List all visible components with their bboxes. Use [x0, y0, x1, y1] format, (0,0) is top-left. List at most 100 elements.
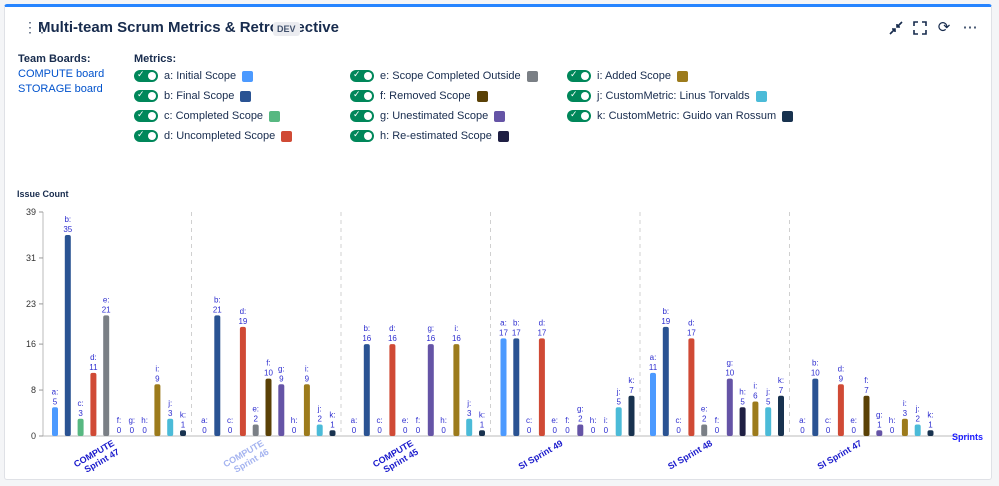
bar-value-label: 5: [53, 397, 58, 406]
bar: [180, 430, 186, 436]
fullscreen-icon[interactable]: [911, 19, 929, 37]
bar-value-label: 16: [426, 334, 435, 343]
metric-item: a: Initial Scope: [134, 68, 254, 84]
y-tick-label: 16: [26, 339, 36, 349]
bar-value-label: 9: [305, 374, 310, 383]
metric-color-swatch: [281, 130, 293, 142]
x-tick-label-line1: SI Sprint 47: [816, 438, 864, 471]
metric-color-swatch: [677, 70, 689, 82]
collapse-icon[interactable]: [887, 19, 905, 37]
panel-title: Multi-team Scrum Metrics & Retrospective: [38, 19, 339, 36]
bar-series-label: j:: [317, 405, 322, 414]
y-tick-label: 0: [31, 431, 36, 441]
bar-series-label: i:: [454, 324, 458, 333]
metric-toggle[interactable]: [134, 89, 158, 102]
bar-series-label: b:: [363, 324, 370, 333]
bar-value-label: 3: [903, 409, 908, 418]
bar-value-label: 2: [317, 415, 322, 424]
bar-value-label: 0: [890, 426, 895, 435]
bar-series-label: a:: [52, 387, 59, 396]
team-board-link-storage[interactable]: STORAGE board: [18, 83, 103, 95]
bar-value-label: 0: [591, 426, 596, 435]
bar: [863, 395, 870, 436]
bar-value-label: 10: [811, 369, 820, 378]
x-tick-label-line1: SI Sprint 49: [517, 438, 565, 471]
bar-value-label: 16: [388, 334, 397, 343]
bar: [103, 315, 110, 436]
bar-value-label: 0: [202, 426, 207, 435]
bar-series-label: h:: [141, 416, 148, 425]
bar-value-label: 3: [168, 409, 173, 418]
bar-value-label: 10: [264, 369, 273, 378]
bar-value-label: 1: [330, 420, 335, 429]
metric-color-swatch: [240, 90, 252, 102]
bar: [427, 344, 434, 436]
bar-series-label: g:: [577, 405, 584, 414]
y-tick-label: 31: [26, 253, 36, 263]
bar-value-label: 21: [102, 305, 111, 314]
metric-toggle[interactable]: [134, 109, 158, 122]
bar-series-label: h:: [889, 416, 896, 425]
bar-value-label: 0: [604, 426, 609, 435]
metric-toggle[interactable]: [350, 69, 374, 82]
metric-color-swatch: [497, 130, 509, 142]
bar-series-label: d:: [389, 324, 396, 333]
team-board-link-compute[interactable]: COMPUTE board: [18, 68, 105, 80]
bar-value-label: 0: [441, 426, 446, 435]
bar-value-label: 0: [800, 426, 805, 435]
bar-value-label: 7: [779, 386, 784, 395]
bar: [914, 424, 921, 436]
x-tick-label: SI Sprint 49: [517, 438, 565, 471]
bar-value-label: 0: [715, 426, 720, 435]
bar: [453, 344, 460, 436]
bar-value-label: 0: [130, 426, 135, 435]
metric-label: c: Completed Scope: [164, 110, 264, 122]
bar: [876, 430, 883, 436]
metric-toggle[interactable]: [350, 109, 374, 122]
metric-item: f: Removed Scope: [350, 88, 488, 104]
bar-series-label: j:: [466, 399, 471, 408]
bar: [167, 418, 174, 436]
bar-value-label: 0: [352, 426, 357, 435]
metric-toggle[interactable]: [567, 109, 591, 122]
bar-value-label: 17: [687, 328, 696, 337]
metric-toggle[interactable]: [134, 69, 158, 82]
bar-value-label: 7: [864, 386, 869, 395]
bar-series-label: d:: [688, 318, 695, 327]
bar: [662, 326, 669, 436]
bar-value-label: 0: [403, 426, 408, 435]
bar-series-label: c:: [526, 416, 532, 425]
bar-series-label: k:: [329, 410, 335, 419]
bar-value-label: 19: [238, 317, 247, 326]
bar-series-label: i:: [903, 399, 907, 408]
metric-toggle[interactable]: [134, 129, 158, 142]
bar-series-label: e:: [252, 405, 259, 414]
bar: [688, 338, 695, 436]
metric-item: j: CustomMetric: Linus Torvalds: [567, 88, 767, 104]
bar-value-label: 0: [117, 426, 122, 435]
metric-toggle[interactable]: [567, 69, 591, 82]
drag-handle-icon[interactable]: ⋮⋮: [23, 19, 49, 35]
bar: [316, 424, 323, 436]
bar-value-label: 21: [213, 305, 222, 314]
refresh-icon[interactable]: ⟳: [937, 19, 951, 36]
bar-value-label: 0: [826, 426, 831, 435]
metric-toggle[interactable]: [350, 89, 374, 102]
metric-toggle[interactable]: [567, 89, 591, 102]
metric-toggle[interactable]: [350, 129, 374, 142]
bar-value-label: 1: [877, 420, 882, 429]
bar: [52, 407, 58, 436]
y-tick-label: 8: [31, 385, 36, 395]
bar-value-label: 11: [649, 363, 658, 372]
bar-value-label: 5: [616, 397, 621, 406]
bar-series-label: i:: [604, 416, 608, 425]
bar-value-label: 5: [740, 397, 745, 406]
bar: [538, 338, 545, 436]
bar-value-label: 19: [661, 317, 670, 326]
metric-label: i: Added Scope: [597, 70, 672, 82]
x-tick-label-line1: SI Sprint 48: [666, 438, 714, 471]
bar: [303, 384, 310, 436]
bar: [363, 344, 370, 436]
more-icon[interactable]: ⋯: [962, 19, 978, 36]
bar-value-label: 16: [452, 334, 461, 343]
